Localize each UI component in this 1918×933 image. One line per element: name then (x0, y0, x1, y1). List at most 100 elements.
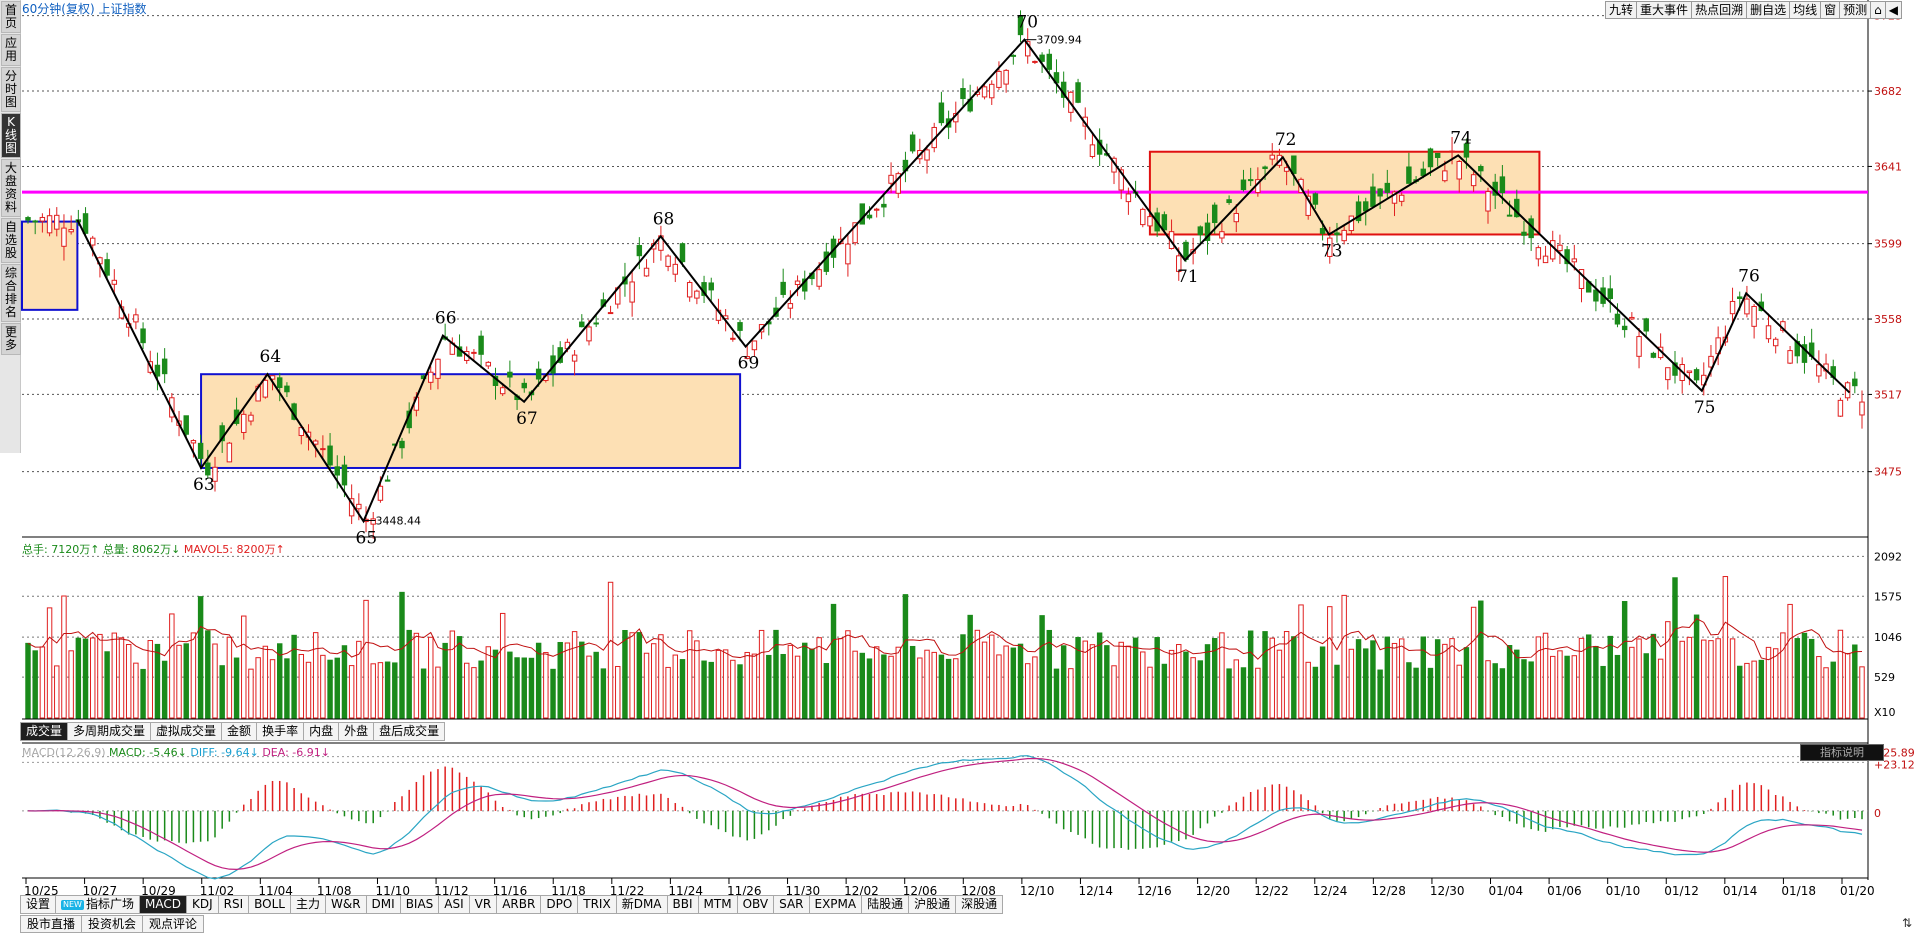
bottom-tab-0[interactable]: 股市直播 (20, 915, 83, 933)
x-tick-label: 12/16 (1137, 884, 1172, 898)
indicator-tab-2[interactable]: MACD (139, 895, 187, 914)
candle-body (1161, 214, 1168, 231)
x-tick-label: 11/16 (493, 884, 528, 898)
indicator-tab-9[interactable]: BIAS (400, 895, 440, 914)
bottom-tab-2[interactable]: 观点评论 (143, 915, 205, 933)
candle-body (1406, 166, 1412, 184)
volume-bar (1161, 663, 1168, 719)
indicator-tab-12[interactable]: ARBR (497, 895, 542, 914)
toolbar-button-7[interactable]: ⌂ (1870, 1, 1886, 19)
indicator-tab-20[interactable]: EXPMA (809, 895, 863, 914)
indicator-tab-18[interactable]: OBV (737, 895, 775, 914)
candle-body (212, 466, 218, 482)
candle-body (140, 328, 146, 344)
sidebar-item-5[interactable]: 自选股 (1, 218, 21, 263)
candle-body (938, 102, 945, 124)
volume-tick-label: 1575 (1874, 590, 1902, 603)
volume-bar (1852, 644, 1858, 719)
sidebar-item-0[interactable]: 首页 (1, 1, 21, 33)
volume-tab-3[interactable]: 金额 (222, 722, 258, 741)
macd-legend-item: DEA: -6.91↓ (262, 746, 330, 759)
volume-tab-7[interactable]: 盘后成交量 (374, 722, 446, 741)
volume-tab-2[interactable]: 虚拟成交量 (151, 722, 223, 741)
volume-bar (528, 657, 535, 719)
sidebar-item-2[interactable]: 分时图 (1, 67, 21, 112)
volume-bar (1528, 661, 1534, 719)
bottom-arrow-icon[interactable]: ⇅ (1901, 916, 1912, 930)
toolbar-button-8[interactable]: ◀ (1884, 1, 1902, 19)
indicator-tab-19[interactable]: SAR (774, 895, 810, 914)
macd-tick-label: +25.89 (1874, 747, 1915, 760)
candle-body (248, 414, 254, 422)
candle-body (1334, 232, 1340, 236)
volume-bar (852, 650, 858, 719)
indicator-tab-7[interactable]: W&R (325, 895, 367, 914)
indicator-tab-4[interactable]: RSI (218, 895, 250, 914)
candle-body (1089, 144, 1096, 157)
indicator-tab-1[interactable]: NEW 指标广场 (56, 895, 140, 914)
price-tick-label: 3517 (1874, 388, 1902, 401)
toolbar-button-4[interactable]: 均线 (1789, 1, 1822, 19)
volume-bar (169, 613, 175, 719)
volume-tab-1[interactable]: 多周期成交量 (68, 722, 152, 741)
candle-body (1377, 188, 1383, 197)
wave-label-74: 74 (1450, 128, 1472, 148)
toolbar-button-6[interactable]: 预测 (1839, 1, 1872, 19)
volume-bar (133, 662, 139, 719)
indicator-tab-0[interactable]: 设置 (20, 895, 57, 914)
candle-body (1765, 325, 1772, 340)
volume-bar (773, 629, 779, 719)
toolbar-button-5[interactable]: 窗 (1820, 1, 1841, 19)
indicator-tab-15[interactable]: 新DMA (616, 895, 668, 914)
indicator-tab-13[interactable]: DPO (541, 895, 579, 914)
toolbar-button-3[interactable]: 删自选 (1746, 1, 1791, 19)
sidebar-item-1[interactable]: 应用 (1, 34, 21, 66)
indicator-tab-6[interactable]: 主力 (290, 895, 326, 914)
volume-bar (68, 650, 74, 719)
indicator-help-button[interactable]: 指标说明 (1800, 744, 1884, 761)
indicator-tab-8[interactable]: DMI (366, 895, 401, 914)
indicator-tab-5[interactable]: BOLL (249, 895, 291, 914)
volume-tab-4[interactable]: 换手率 (257, 722, 305, 741)
bottom-tab-1[interactable]: 投资机会 (82, 915, 144, 933)
candle-body (1204, 222, 1211, 241)
wave-label-73: 73 (1321, 241, 1343, 261)
x-tick-label: 11/18 (551, 884, 586, 898)
sidebar-item-6[interactable]: 综合排名 (1, 264, 21, 322)
x-tick-label: 12/22 (1254, 884, 1289, 898)
indicator-tab-21[interactable]: 陆股通 (862, 895, 910, 914)
volume-bar (305, 661, 312, 719)
volume-bar (226, 636, 233, 719)
indicator-tab-3[interactable]: KDJ (186, 895, 219, 914)
volume-tab-5[interactable]: 内盘 (304, 722, 340, 741)
toolbar-button-0[interactable]: 九转 (1605, 1, 1638, 19)
indicator-tab-22[interactable]: 沪股通 (909, 895, 957, 914)
indicator-tab-10[interactable]: ASI (439, 895, 470, 914)
x-tick-label: 11/30 (786, 884, 821, 898)
volume-bar (550, 668, 556, 719)
volume-bar (284, 658, 290, 719)
indicator-tab-16[interactable]: BBI (667, 895, 699, 914)
indicator-tab-17[interactable]: MTM (698, 895, 738, 914)
sidebar-item-4[interactable]: 大盘资料 (1, 159, 21, 217)
volume-tab-0[interactable]: 成交量 (20, 722, 69, 741)
candle-body (859, 203, 866, 225)
candle-body (535, 368, 542, 380)
toolbar-button-1[interactable]: 重大事件 (1636, 1, 1693, 19)
indicator-tab-11[interactable]: VR (469, 895, 498, 914)
volume-tabs: 成交量 多周期成交量 虚拟成交量 金额 换手率 内盘 外盘 盘后成交量 (20, 722, 446, 741)
candle-body (161, 358, 168, 375)
price-tick-label: 3558 (1874, 313, 1902, 326)
sidebar-item-3[interactable]: K线图 (1, 113, 21, 158)
volume-tab-6[interactable]: 外盘 (339, 722, 375, 741)
indicator-tab-14[interactable]: TRIX (578, 895, 617, 914)
indicator-tab-23[interactable]: 深股通 (956, 895, 1004, 914)
candle-body (1737, 296, 1743, 299)
sidebar-item-7[interactable]: 更多 (1, 323, 21, 355)
volume-legend-item: 总量: 8062万↓ (99, 542, 180, 556)
candle-body (845, 243, 851, 265)
volume-bar (571, 631, 578, 719)
volume-bar (845, 630, 851, 719)
toolbar-button-2[interactable]: 热点回溯 (1691, 1, 1748, 19)
volume-bar (356, 640, 362, 719)
